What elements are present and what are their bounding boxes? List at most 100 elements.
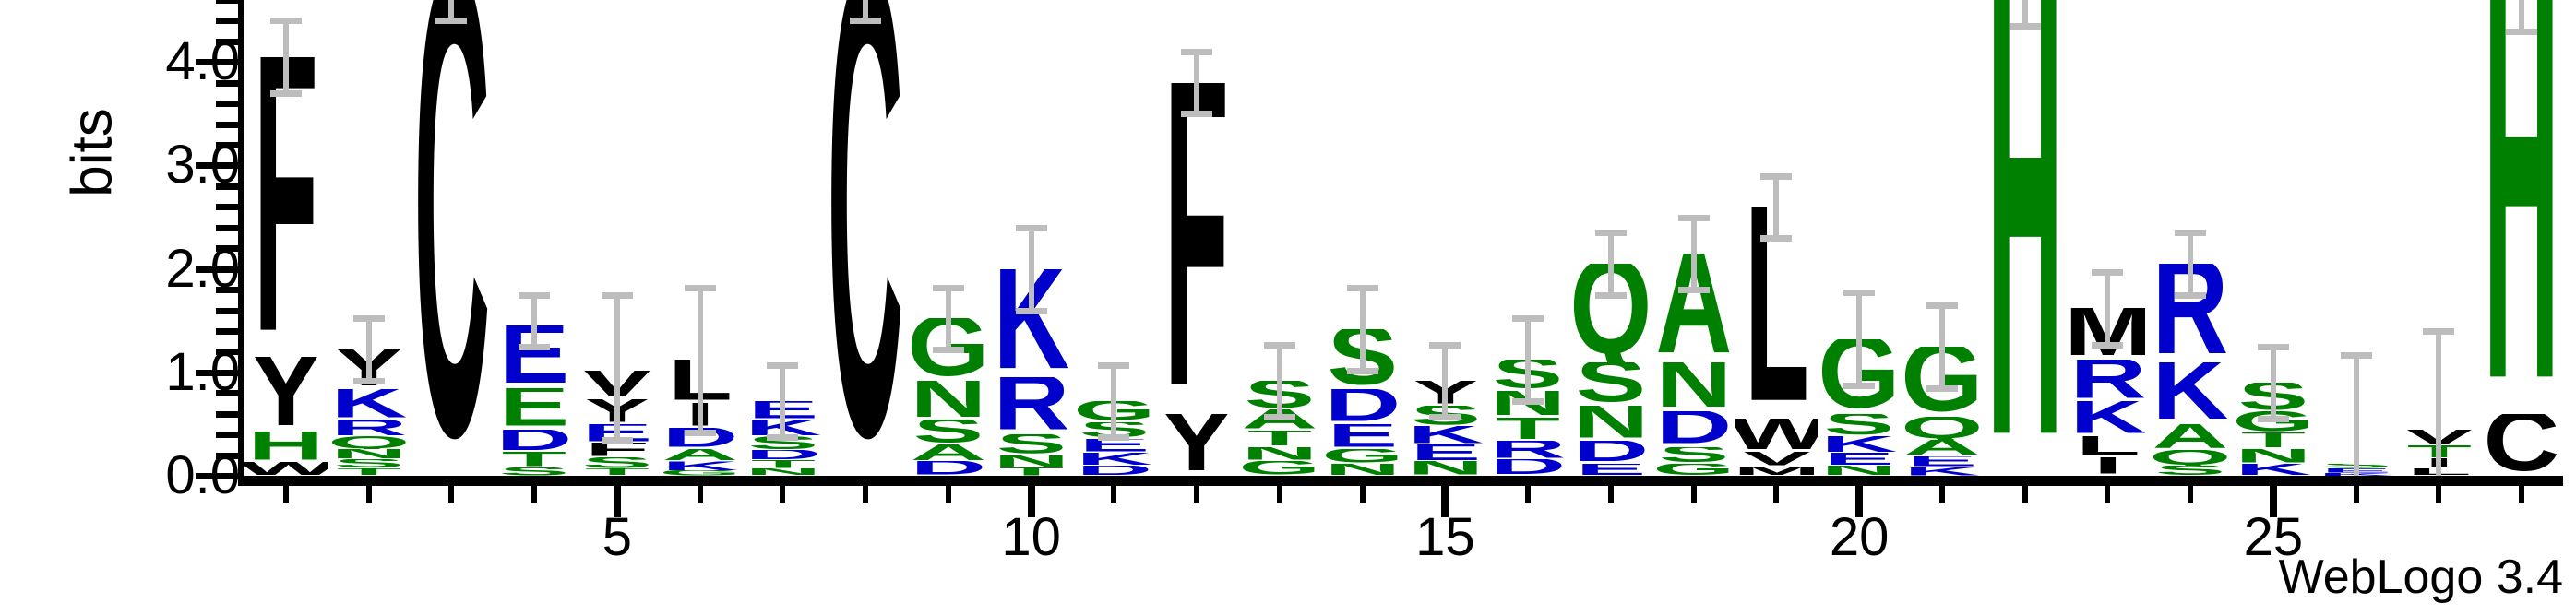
error-bar (365, 318, 372, 381)
error-bar-cap-upper (2092, 269, 2124, 277)
error-bar-cap-lower (2175, 291, 2207, 299)
error-bar (945, 287, 951, 350)
logo-letter: S (747, 436, 818, 450)
x-minor-tick (2105, 486, 2111, 503)
x-minor-tick (1607, 486, 1614, 503)
logo-letter: E (1410, 444, 1481, 462)
error-bar-cap-upper (767, 361, 799, 369)
y-axis-line (238, 0, 244, 482)
logo-letter: H (247, 431, 325, 463)
error-bar (282, 20, 289, 93)
error-bar-cap-upper (1429, 341, 1461, 349)
y-minor-tick (216, 287, 240, 294)
error-bar (2353, 354, 2359, 476)
x-minor-tick (780, 486, 786, 503)
logo-letter: N (910, 380, 987, 420)
error-bar (1111, 364, 1117, 438)
logo-letter: A (910, 444, 987, 462)
logo-letter: E (1906, 455, 1978, 467)
logo-letter: Y (250, 357, 322, 432)
logo-letter: T (1246, 430, 1312, 447)
logo-letter: N (330, 448, 408, 460)
error-bar-cap-lower (435, 18, 468, 25)
logo-letter: N (1324, 463, 1401, 476)
logo-letter: D (1489, 459, 1567, 476)
logo-letter: G (1321, 448, 1404, 464)
logo-stack: DASNG (907, 0, 990, 477)
logo-letter: A (662, 448, 739, 462)
error-bar-cap-lower (767, 434, 799, 442)
logo-letter: E (1079, 438, 1150, 454)
logo-letter: S (1575, 361, 1647, 406)
logo-stacks: WHYFTSNQRKYCSTDEETSFEYVGKADILNTDSKECDASN… (244, 0, 2563, 477)
logo-letter: D (662, 428, 739, 449)
logo-letter: M (1735, 466, 1819, 476)
x-minor-tick (1359, 486, 1366, 503)
logo-letter: K (2069, 401, 2146, 437)
logo-letter: N (1820, 465, 1898, 476)
logo-letter: R (2069, 360, 2146, 402)
error-bar (448, 0, 455, 21)
logo-stack: C (824, 0, 907, 477)
error-bar (780, 364, 786, 438)
error-bar-cap-upper (1926, 302, 1958, 309)
logo-letter: N (1406, 461, 1484, 476)
error-bar-cap-lower (1346, 367, 1378, 374)
error-bar-cap-upper (2340, 351, 2372, 359)
logo-letter: T (998, 467, 1064, 476)
error-bar (1607, 232, 1614, 295)
x-tick-label: 5 (602, 507, 632, 567)
y-major-tick (196, 59, 240, 66)
error-bar-cap-lower (352, 377, 385, 384)
error-bar-cap-lower (519, 343, 551, 350)
error-bar-cap-upper (1263, 341, 1295, 349)
x-major-tick (1027, 486, 1035, 517)
logo-stack: MVWL (1735, 0, 1819, 477)
error-bar-cap-lower (601, 436, 633, 444)
logo-letter: S (996, 434, 1067, 455)
error-bar (1856, 292, 1863, 386)
x-minor-tick (1773, 486, 1780, 503)
x-tick-label: 15 (1415, 507, 1475, 567)
y-minor-tick (216, 224, 240, 231)
logo-letter: E (1575, 463, 1647, 476)
logo-letter: Q (2149, 449, 2232, 466)
error-bar (1028, 227, 1034, 311)
error-bar-cap-upper (684, 284, 716, 291)
y-minor-tick (216, 18, 240, 25)
logo-stack: DRTNS (1486, 0, 1569, 477)
logo-letter: K (330, 388, 408, 420)
error-bar-cap-upper (1015, 224, 1047, 231)
logo-letter: W (1735, 419, 1819, 452)
logo-stack: TSFEYV (576, 0, 659, 477)
x-minor-tick (448, 486, 455, 503)
x-minor-tick (365, 486, 372, 503)
x-minor-tick (2436, 486, 2442, 503)
logo-letter: N (744, 468, 821, 476)
logo-letter: K (1903, 467, 1981, 476)
logo-letter: S (2154, 465, 2226, 476)
logo-letter: D (1324, 388, 1401, 424)
logo-letter: T (750, 460, 816, 469)
error-bar (1442, 344, 1449, 418)
error-bar-cap-lower (2092, 341, 2124, 349)
error-bar (1938, 304, 1945, 388)
error-bar (2105, 272, 2111, 345)
error-bar-cap-lower (1594, 291, 1627, 299)
error-bar-cap-lower (2009, 23, 2041, 30)
error-bar-cap-upper (1843, 290, 1876, 297)
y-minor-tick (216, 307, 240, 314)
error-bar-cap-upper (352, 315, 385, 323)
error-bar-cap-upper (601, 291, 633, 299)
x-minor-tick (282, 486, 289, 503)
x-major-tick (613, 486, 621, 517)
y-minor-tick (216, 327, 240, 335)
x-tick-label: 20 (1829, 507, 1890, 567)
y-major-tick (196, 369, 240, 376)
